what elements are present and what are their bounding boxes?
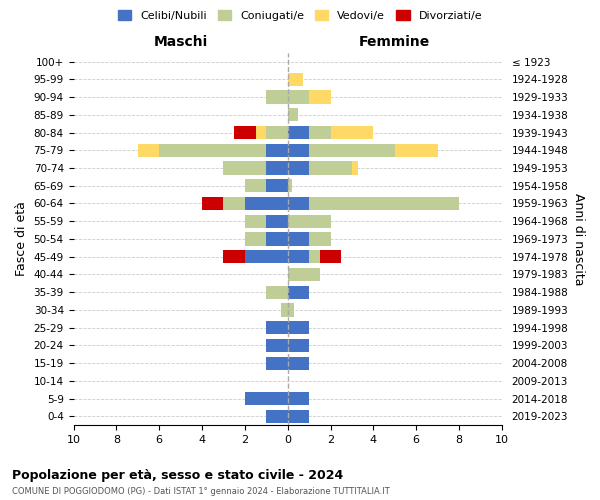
Bar bbox=[287, 250, 309, 264]
Bar bbox=[266, 339, 287, 352]
Bar bbox=[287, 214, 331, 228]
Bar bbox=[309, 162, 352, 174]
Legend: Celibi/Nubili, Coniugati/e, Vedovi/e, Divorziati/e: Celibi/Nubili, Coniugati/e, Vedovi/e, Di… bbox=[113, 6, 487, 25]
Y-axis label: Anni di nascita: Anni di nascita bbox=[572, 192, 585, 285]
Bar bbox=[266, 90, 287, 104]
Bar bbox=[287, 232, 309, 245]
Bar bbox=[245, 179, 266, 192]
Text: Popolazione per età, sesso e stato civile - 2024: Popolazione per età, sesso e stato civil… bbox=[12, 470, 343, 482]
Bar bbox=[266, 214, 287, 228]
Bar bbox=[287, 268, 320, 281]
Bar bbox=[395, 144, 437, 157]
Bar bbox=[287, 304, 294, 316]
Bar bbox=[287, 339, 309, 352]
Bar bbox=[287, 179, 292, 192]
Bar bbox=[287, 108, 298, 122]
Bar bbox=[320, 250, 341, 264]
Bar bbox=[223, 162, 266, 174]
Bar bbox=[352, 162, 358, 174]
Bar bbox=[266, 410, 287, 423]
Text: COMUNE DI POGGIODOMO (PG) - Dati ISTAT 1° gennaio 2024 - Elaborazione TUTTITALIA: COMUNE DI POGGIODOMO (PG) - Dati ISTAT 1… bbox=[12, 487, 390, 496]
Bar bbox=[234, 126, 256, 139]
Bar bbox=[287, 72, 302, 86]
Bar bbox=[245, 197, 287, 210]
Bar bbox=[287, 162, 309, 174]
Bar bbox=[331, 126, 373, 139]
Bar bbox=[266, 232, 287, 245]
Bar bbox=[281, 304, 287, 316]
Bar bbox=[309, 90, 331, 104]
Bar bbox=[245, 392, 287, 406]
Bar bbox=[266, 286, 287, 299]
Bar bbox=[266, 321, 287, 334]
Bar bbox=[245, 214, 266, 228]
Bar bbox=[287, 197, 309, 210]
Bar bbox=[309, 126, 331, 139]
Bar bbox=[223, 197, 245, 210]
Bar bbox=[287, 286, 309, 299]
Bar bbox=[138, 144, 159, 157]
Bar bbox=[202, 197, 223, 210]
Bar bbox=[223, 250, 245, 264]
Bar bbox=[309, 197, 459, 210]
Bar bbox=[266, 144, 287, 157]
Bar bbox=[266, 356, 287, 370]
Bar bbox=[266, 179, 287, 192]
Bar bbox=[287, 321, 309, 334]
Bar bbox=[287, 356, 309, 370]
Bar bbox=[309, 144, 395, 157]
Text: Maschi: Maschi bbox=[154, 35, 208, 49]
Bar bbox=[287, 392, 309, 406]
Bar bbox=[309, 250, 320, 264]
Bar bbox=[159, 144, 266, 157]
Y-axis label: Fasce di età: Fasce di età bbox=[15, 202, 28, 276]
Bar bbox=[287, 90, 309, 104]
Text: Femmine: Femmine bbox=[359, 35, 430, 49]
Bar bbox=[287, 126, 309, 139]
Bar bbox=[287, 144, 309, 157]
Bar bbox=[287, 410, 309, 423]
Bar bbox=[266, 126, 287, 139]
Bar bbox=[309, 232, 331, 245]
Bar bbox=[245, 232, 266, 245]
Bar bbox=[245, 250, 287, 264]
Bar bbox=[266, 162, 287, 174]
Bar bbox=[256, 126, 266, 139]
